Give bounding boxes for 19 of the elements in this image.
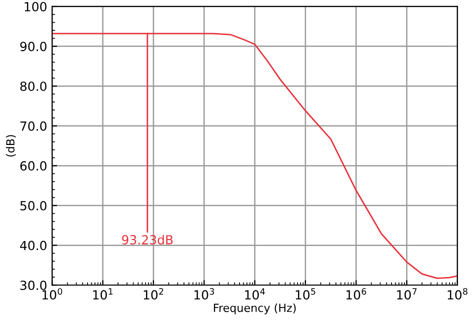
x-tick-label: 10$^{4}$ xyxy=(245,288,265,300)
y-tick-label: 60.0 xyxy=(20,161,46,171)
x-tick-label: 10$^{1}$ xyxy=(93,288,113,300)
y-tick-label: 80.0 xyxy=(20,82,46,92)
x-tick-label: 10$^{3}$ xyxy=(194,288,214,300)
y-axis-title: (dB) xyxy=(6,135,16,157)
x-axis-title: Frequency (Hz) xyxy=(214,303,296,314)
x-tick-label: 10$^{8}$ xyxy=(448,288,468,300)
x-tick-label: 10$^{6}$ xyxy=(346,288,366,300)
y-tick-label: 50.0 xyxy=(20,200,46,210)
y-tick-label: 90.0 xyxy=(20,42,46,52)
y-tick-label: 100 xyxy=(24,2,46,12)
x-tick-label: 10$^{2}$ xyxy=(144,288,164,300)
x-tick-label: 10$^{5}$ xyxy=(296,288,316,300)
y-tick-label: 70.0 xyxy=(20,121,46,131)
y-tick-label: 40.0 xyxy=(20,240,46,250)
annotation: 93.23dB xyxy=(122,234,173,244)
y-tick-label: 30.0 xyxy=(20,280,46,290)
x-tick-label: 10$^{7}$ xyxy=(397,288,417,300)
